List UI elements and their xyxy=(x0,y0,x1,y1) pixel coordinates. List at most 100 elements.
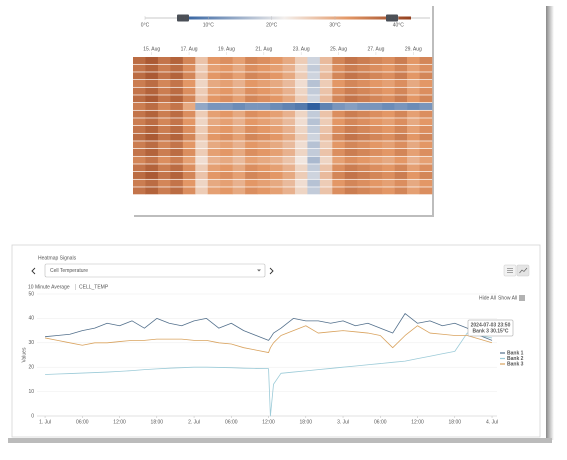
hide-all-button[interactable]: Hide All xyxy=(479,295,496,301)
show-all-button[interactable]: Show All xyxy=(498,295,517,301)
heat-cell xyxy=(344,149,358,156)
heat-cell xyxy=(369,179,383,187)
heat-cell xyxy=(369,72,383,80)
heat-cell xyxy=(220,118,233,126)
heat-cell xyxy=(294,126,308,133)
heat-cell xyxy=(170,103,184,110)
heat-cell xyxy=(145,172,159,179)
heat-cell xyxy=(232,57,246,64)
x-tick-label: 06:00 xyxy=(374,419,387,425)
series-line xyxy=(45,332,493,417)
heat-cell xyxy=(157,149,171,156)
heat-cell xyxy=(307,141,321,149)
prev-button[interactable] xyxy=(31,267,36,275)
heat-cell xyxy=(394,118,408,126)
heat-cell xyxy=(319,57,333,64)
heat-cell xyxy=(357,95,371,103)
heat-cell xyxy=(220,187,233,195)
legend-tick-label: 20°C xyxy=(266,22,278,28)
heat-cell xyxy=(182,164,196,172)
heat-cell xyxy=(232,95,246,103)
heat-cell xyxy=(133,149,146,156)
heat-cell xyxy=(357,80,371,87)
icon xyxy=(507,268,513,273)
heat-cell xyxy=(369,80,383,87)
heat-cell xyxy=(369,103,383,110)
heat-cell xyxy=(319,172,333,179)
heat-cell xyxy=(257,179,271,187)
heat-cell xyxy=(133,110,146,118)
heat-cell xyxy=(407,87,420,95)
heat-cell xyxy=(357,149,371,156)
heat-cell xyxy=(133,179,146,187)
heat-cell xyxy=(319,95,333,103)
heat-cell xyxy=(232,87,246,95)
heat-cell xyxy=(245,187,258,195)
heat-cell xyxy=(170,133,184,141)
heat-cell xyxy=(182,141,196,149)
heat-cell xyxy=(207,80,221,87)
heat-cell xyxy=(133,141,146,149)
dropdown-value: Cell Temperature xyxy=(50,268,88,274)
heat-cell xyxy=(394,149,408,156)
signal-dropdown[interactable] xyxy=(44,263,266,278)
heat-cell xyxy=(257,87,271,95)
heat-cell xyxy=(157,133,171,141)
heat-cell xyxy=(344,141,358,149)
heat-cell xyxy=(419,187,433,195)
heat-cell xyxy=(207,57,221,64)
heat-cell xyxy=(220,103,233,110)
heat-cell xyxy=(207,126,221,133)
heat-cell xyxy=(369,187,383,195)
heat-cell xyxy=(419,156,433,164)
heat-cell xyxy=(407,179,420,187)
y-axis-label: Values xyxy=(21,347,27,362)
heat-cell xyxy=(282,80,296,87)
heat-cell xyxy=(394,64,408,72)
heat-cell xyxy=(195,80,209,87)
heat-cell xyxy=(257,164,271,172)
heat-cell xyxy=(344,64,358,72)
heat-cell xyxy=(344,118,358,126)
heat-cell xyxy=(170,64,184,72)
heat-cell xyxy=(232,179,246,187)
next-button[interactable] xyxy=(269,267,274,275)
heat-cell xyxy=(270,80,283,87)
heat-cell xyxy=(220,87,233,95)
heat-cell xyxy=(157,110,171,118)
heat-cell xyxy=(344,80,358,87)
heat-cell xyxy=(394,87,408,95)
heat-cell xyxy=(270,164,283,172)
heat-cell xyxy=(382,187,395,195)
heat-cell xyxy=(207,87,221,95)
heat-cell xyxy=(207,118,221,126)
heat-cell xyxy=(332,187,346,195)
heat-cell xyxy=(307,149,321,156)
heat-cell xyxy=(344,156,358,164)
heat-cell xyxy=(195,149,209,156)
menu-button[interactable] xyxy=(519,295,525,301)
heat-cell xyxy=(182,126,196,133)
heat-cell xyxy=(357,156,371,164)
heat-cell xyxy=(407,118,420,126)
x-tick-label: 18:00 xyxy=(151,419,164,425)
heat-cell xyxy=(257,172,271,179)
heat-cell xyxy=(207,187,221,195)
heat-cell xyxy=(357,141,371,149)
heat-cell xyxy=(207,156,221,164)
heat-cell xyxy=(182,172,196,179)
heat-cell xyxy=(382,118,395,126)
heat-cell xyxy=(145,57,159,64)
heat-cell xyxy=(407,64,420,72)
heat-cell xyxy=(232,80,246,87)
heat-cell xyxy=(245,87,258,95)
x-tick-label: 18:00 xyxy=(449,419,462,425)
tooltip-title: 2024-07-03 23:50 xyxy=(471,322,511,328)
heat-cell xyxy=(394,126,408,133)
x-tick-label: 21. Aug xyxy=(255,46,272,52)
heat-cell xyxy=(332,57,346,64)
heat-cell xyxy=(182,187,196,195)
heat-cell xyxy=(182,95,196,103)
heat-cell xyxy=(394,57,408,64)
heat-cell xyxy=(282,110,296,118)
